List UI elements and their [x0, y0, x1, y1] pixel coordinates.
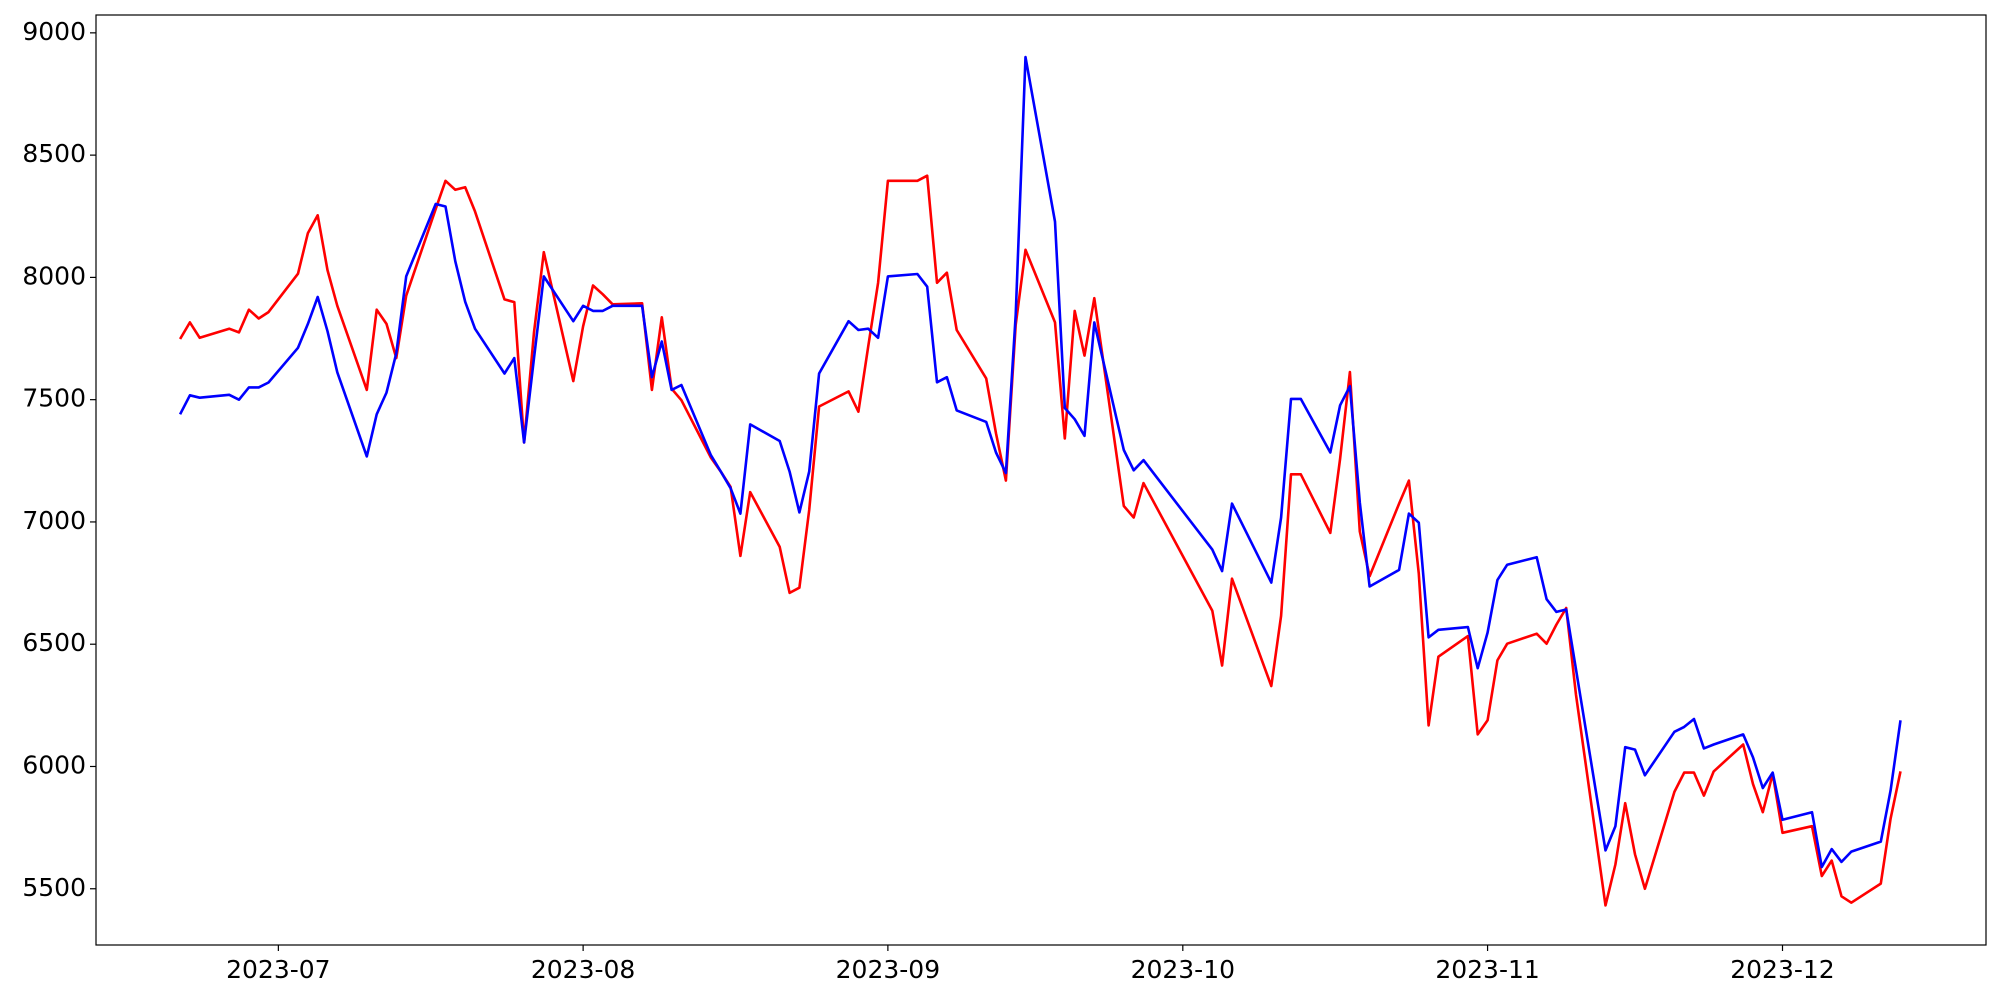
y-tick-label: 6000	[22, 750, 86, 779]
y-tick-label: 9000	[22, 17, 86, 46]
x-tick-label: 2023-09	[836, 955, 940, 984]
x-tick-label: 2023-11	[1435, 955, 1539, 984]
plot-frame	[95, 14, 1987, 946]
series-line	[178, 55, 1902, 869]
y-tick-label: 8000	[22, 261, 86, 290]
x-tick-label: 2023-12	[1730, 955, 1834, 984]
y-tick-label: 7500	[22, 384, 86, 413]
y-tick-label: 6500	[22, 628, 86, 657]
x-tick-label: 2023-10	[1131, 955, 1235, 984]
series-line	[178, 174, 1902, 907]
x-tick-label: 2023-08	[531, 955, 635, 984]
y-tick-label: 7000	[22, 506, 86, 535]
y-tick-label: 8500	[22, 139, 86, 168]
y-tick-label: 5500	[22, 873, 86, 902]
x-tick-label: 2023-07	[226, 955, 330, 984]
